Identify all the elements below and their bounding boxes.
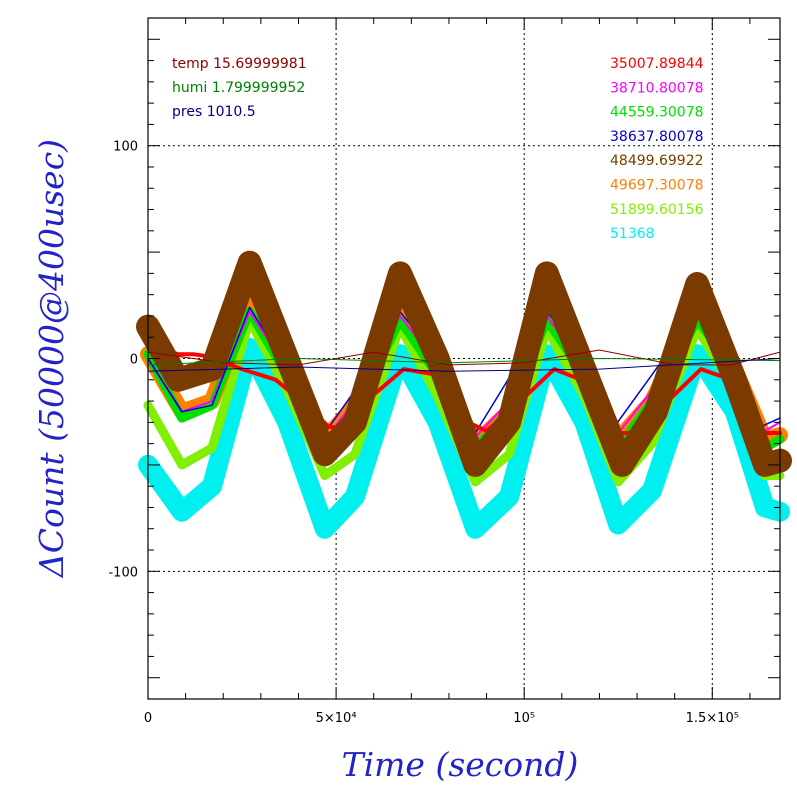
legend-right-item: 49697.30078 xyxy=(610,178,704,194)
x-tick-label: 10⁵ xyxy=(513,711,535,726)
x-tick-label: 1.5×10⁵ xyxy=(686,711,739,726)
legend-right-item: 38710.80078 xyxy=(610,80,704,96)
x-tick-label: 5×10⁴ xyxy=(316,711,357,726)
series-line-48499-69922 xyxy=(136,250,792,477)
x-tick-label: 0 xyxy=(144,711,152,726)
y-axis-title: ΔCount (50000@400usec) xyxy=(32,139,71,579)
y-tick-label: 0 xyxy=(130,353,138,368)
legend-right-item: 51899.60156 xyxy=(610,202,704,218)
legend-left: temp 15.69999981 humi 1.799999952 pres 101… xyxy=(172,56,307,120)
legend-left-item: pres 1010.5 xyxy=(172,104,256,120)
ticks: 0 5×10⁴ 10⁵ 1.5×10⁵ 100 0 -100 xyxy=(108,18,780,726)
series-line-51368 xyxy=(138,337,790,539)
legend-left-item: humi 1.799999952 xyxy=(172,80,305,96)
env-trace-pres xyxy=(147,358,781,372)
legend-right-item: 35007.89844 xyxy=(610,56,704,72)
legend-right-item: 38637.80078 xyxy=(610,129,704,145)
legend-right-item: 48499.69922 xyxy=(610,153,704,169)
y-tick-label: -100 xyxy=(108,565,138,580)
env-trace-humi xyxy=(147,357,781,366)
legend-right-item: 51368 xyxy=(610,226,655,242)
legend-right: 35007.89844 38710.80078 44559.30078 38637.8… xyxy=(610,56,704,242)
x-axis-title: Time (second) xyxy=(342,745,579,784)
env-trace-temp xyxy=(147,349,781,366)
legend-left-item: temp 15.69999981 xyxy=(172,56,307,72)
series-layer xyxy=(136,250,792,539)
y-tick-label: 100 xyxy=(113,140,138,155)
legend-right-item: 44559.30078 xyxy=(610,105,704,121)
